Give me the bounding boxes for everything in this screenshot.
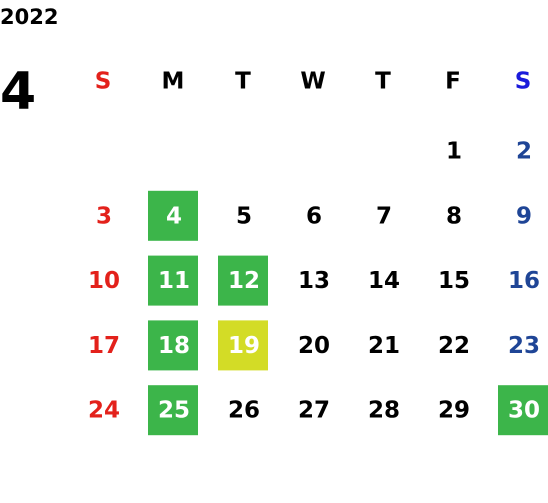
day-number: 30 bbox=[508, 398, 540, 424]
day-number: 5 bbox=[236, 203, 252, 229]
day-number: 25 bbox=[158, 398, 190, 424]
day-number: 14 bbox=[368, 268, 400, 294]
day-number: 12 bbox=[228, 268, 260, 294]
day-number: 26 bbox=[228, 398, 260, 424]
day-highlight bbox=[148, 385, 198, 436]
day-number: 7 bbox=[376, 203, 392, 229]
day-highlight bbox=[148, 190, 198, 241]
day-number: 4 bbox=[166, 203, 182, 229]
day-number: 23 bbox=[508, 333, 540, 359]
day-highlight bbox=[148, 320, 198, 371]
day-number: 27 bbox=[298, 398, 330, 424]
day-number: 3 bbox=[96, 203, 112, 229]
weekday-label: T bbox=[375, 69, 391, 95]
day-number: 28 bbox=[368, 398, 400, 424]
day-highlight bbox=[218, 255, 268, 306]
day-number: 15 bbox=[438, 268, 470, 294]
day-number: 1 bbox=[446, 139, 462, 165]
day-number: 16 bbox=[508, 268, 540, 294]
day-highlight bbox=[218, 320, 268, 371]
day-number: 6 bbox=[306, 203, 322, 229]
day-number: 9 bbox=[516, 203, 532, 229]
day-highlight bbox=[498, 385, 548, 436]
day-number: 8 bbox=[446, 203, 462, 229]
weekday-label: M bbox=[162, 69, 185, 95]
day-highlight bbox=[148, 255, 198, 306]
day-number: 22 bbox=[438, 333, 470, 359]
month: 4 bbox=[0, 62, 36, 122]
day-number: 18 bbox=[158, 333, 190, 359]
weekday-label: W bbox=[300, 69, 325, 95]
day-number: 13 bbox=[298, 268, 330, 294]
weekday-label: S bbox=[95, 69, 112, 95]
weekday-label: S bbox=[515, 69, 532, 95]
day-number: 29 bbox=[438, 398, 470, 424]
day-number: 2 bbox=[516, 139, 532, 165]
day-number: 17 bbox=[88, 333, 120, 359]
day-number: 19 bbox=[228, 333, 260, 359]
year: 2022 bbox=[0, 5, 58, 29]
day-number: 21 bbox=[368, 333, 400, 359]
day-number: 11 bbox=[158, 268, 190, 294]
weekday-label: F bbox=[445, 69, 461, 95]
weekday-label: T bbox=[235, 69, 251, 95]
day-number: 10 bbox=[88, 268, 120, 294]
day-number: 20 bbox=[298, 333, 330, 359]
day-number: 24 bbox=[88, 398, 120, 424]
